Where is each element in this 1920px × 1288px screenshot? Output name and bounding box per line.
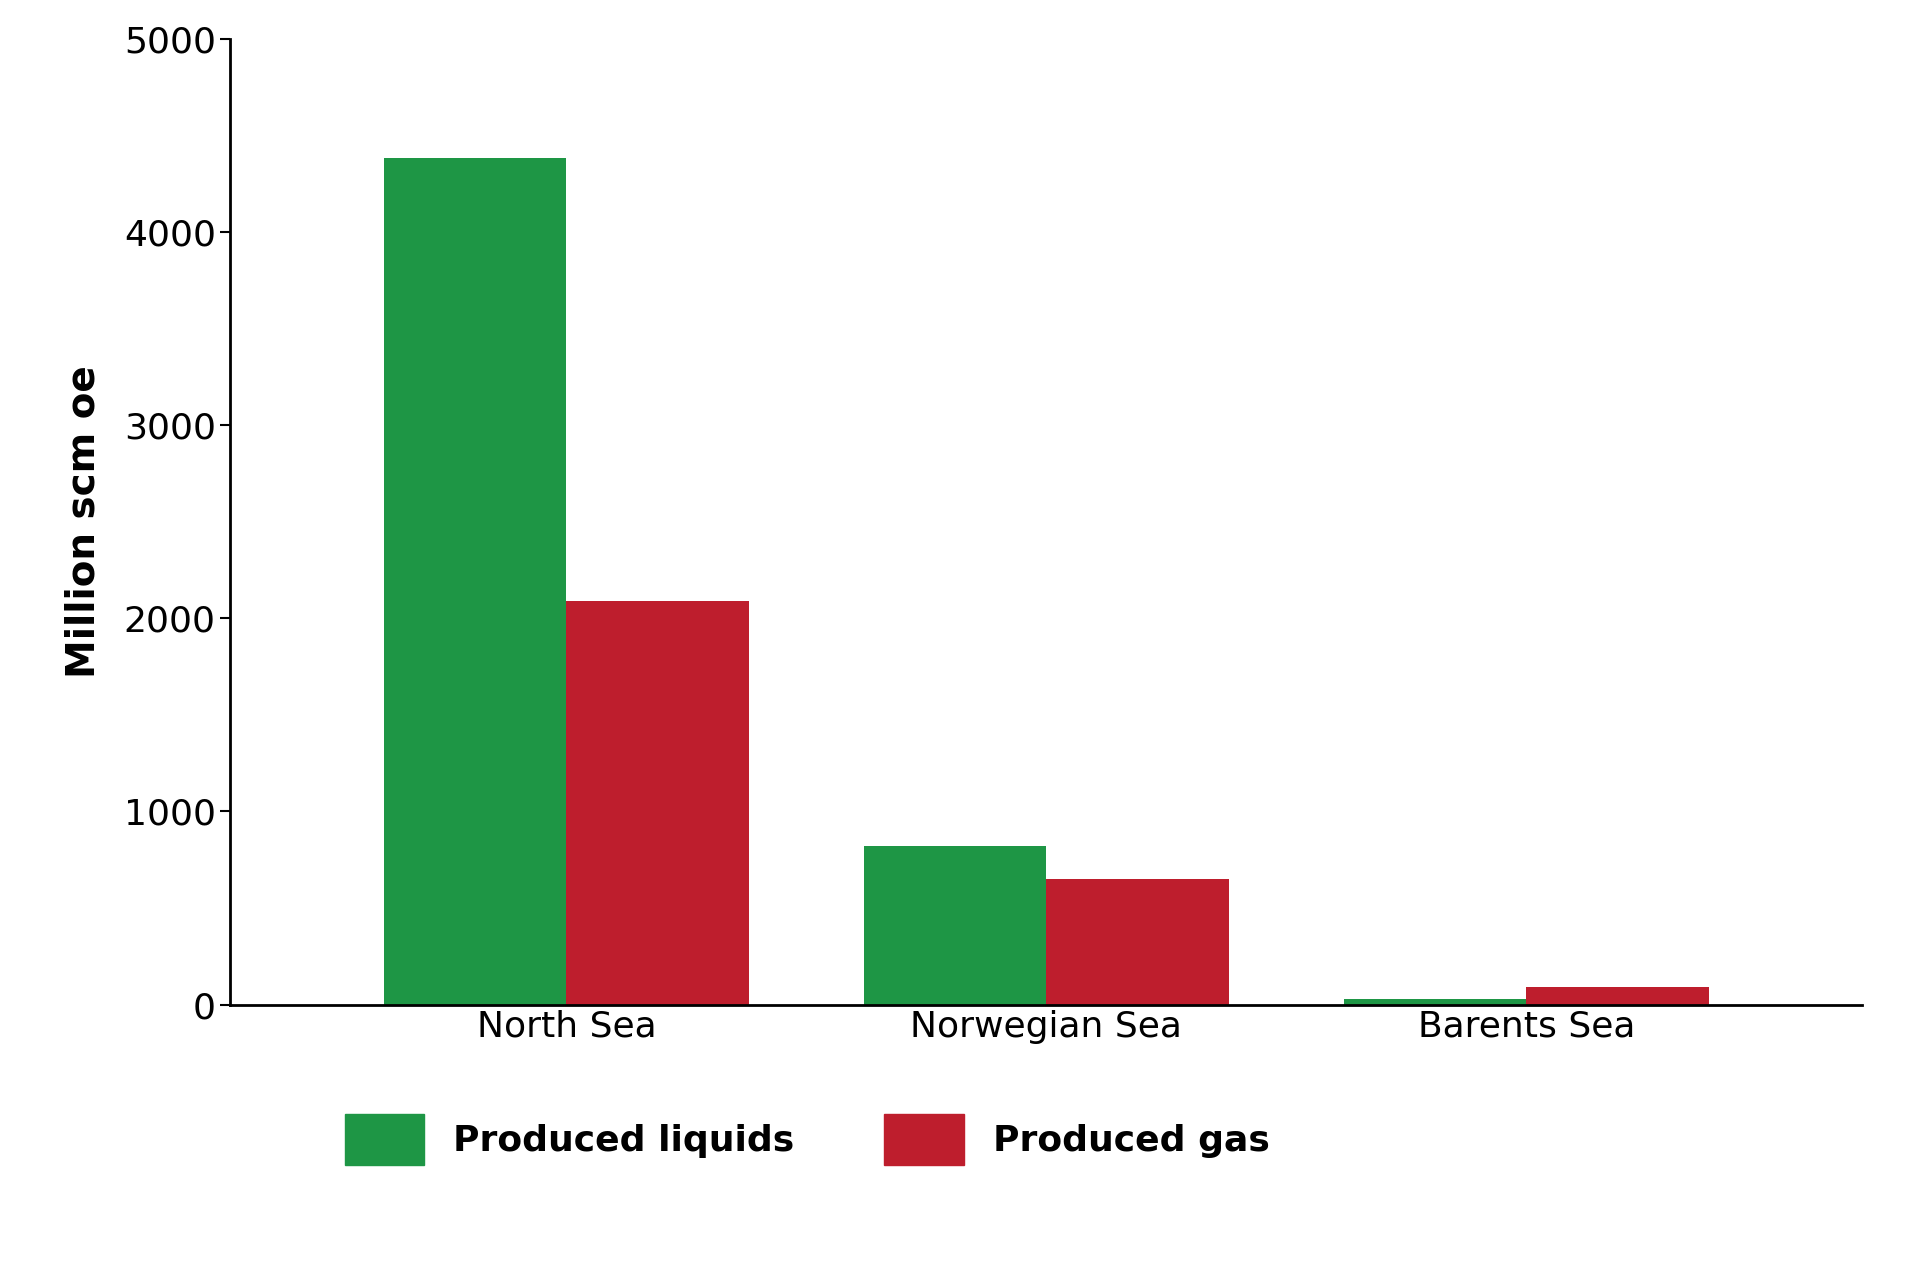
Bar [566,601,749,1005]
Bar [1046,880,1229,1005]
Bar [864,846,1046,1005]
Bar [384,158,566,1005]
Bar [1526,988,1709,1005]
Bar [1344,999,1526,1005]
Legend: Produced liquids, Produced gas: Produced liquids, Produced gas [330,1100,1284,1180]
Y-axis label: Million scm oe: Million scm oe [65,366,104,677]
